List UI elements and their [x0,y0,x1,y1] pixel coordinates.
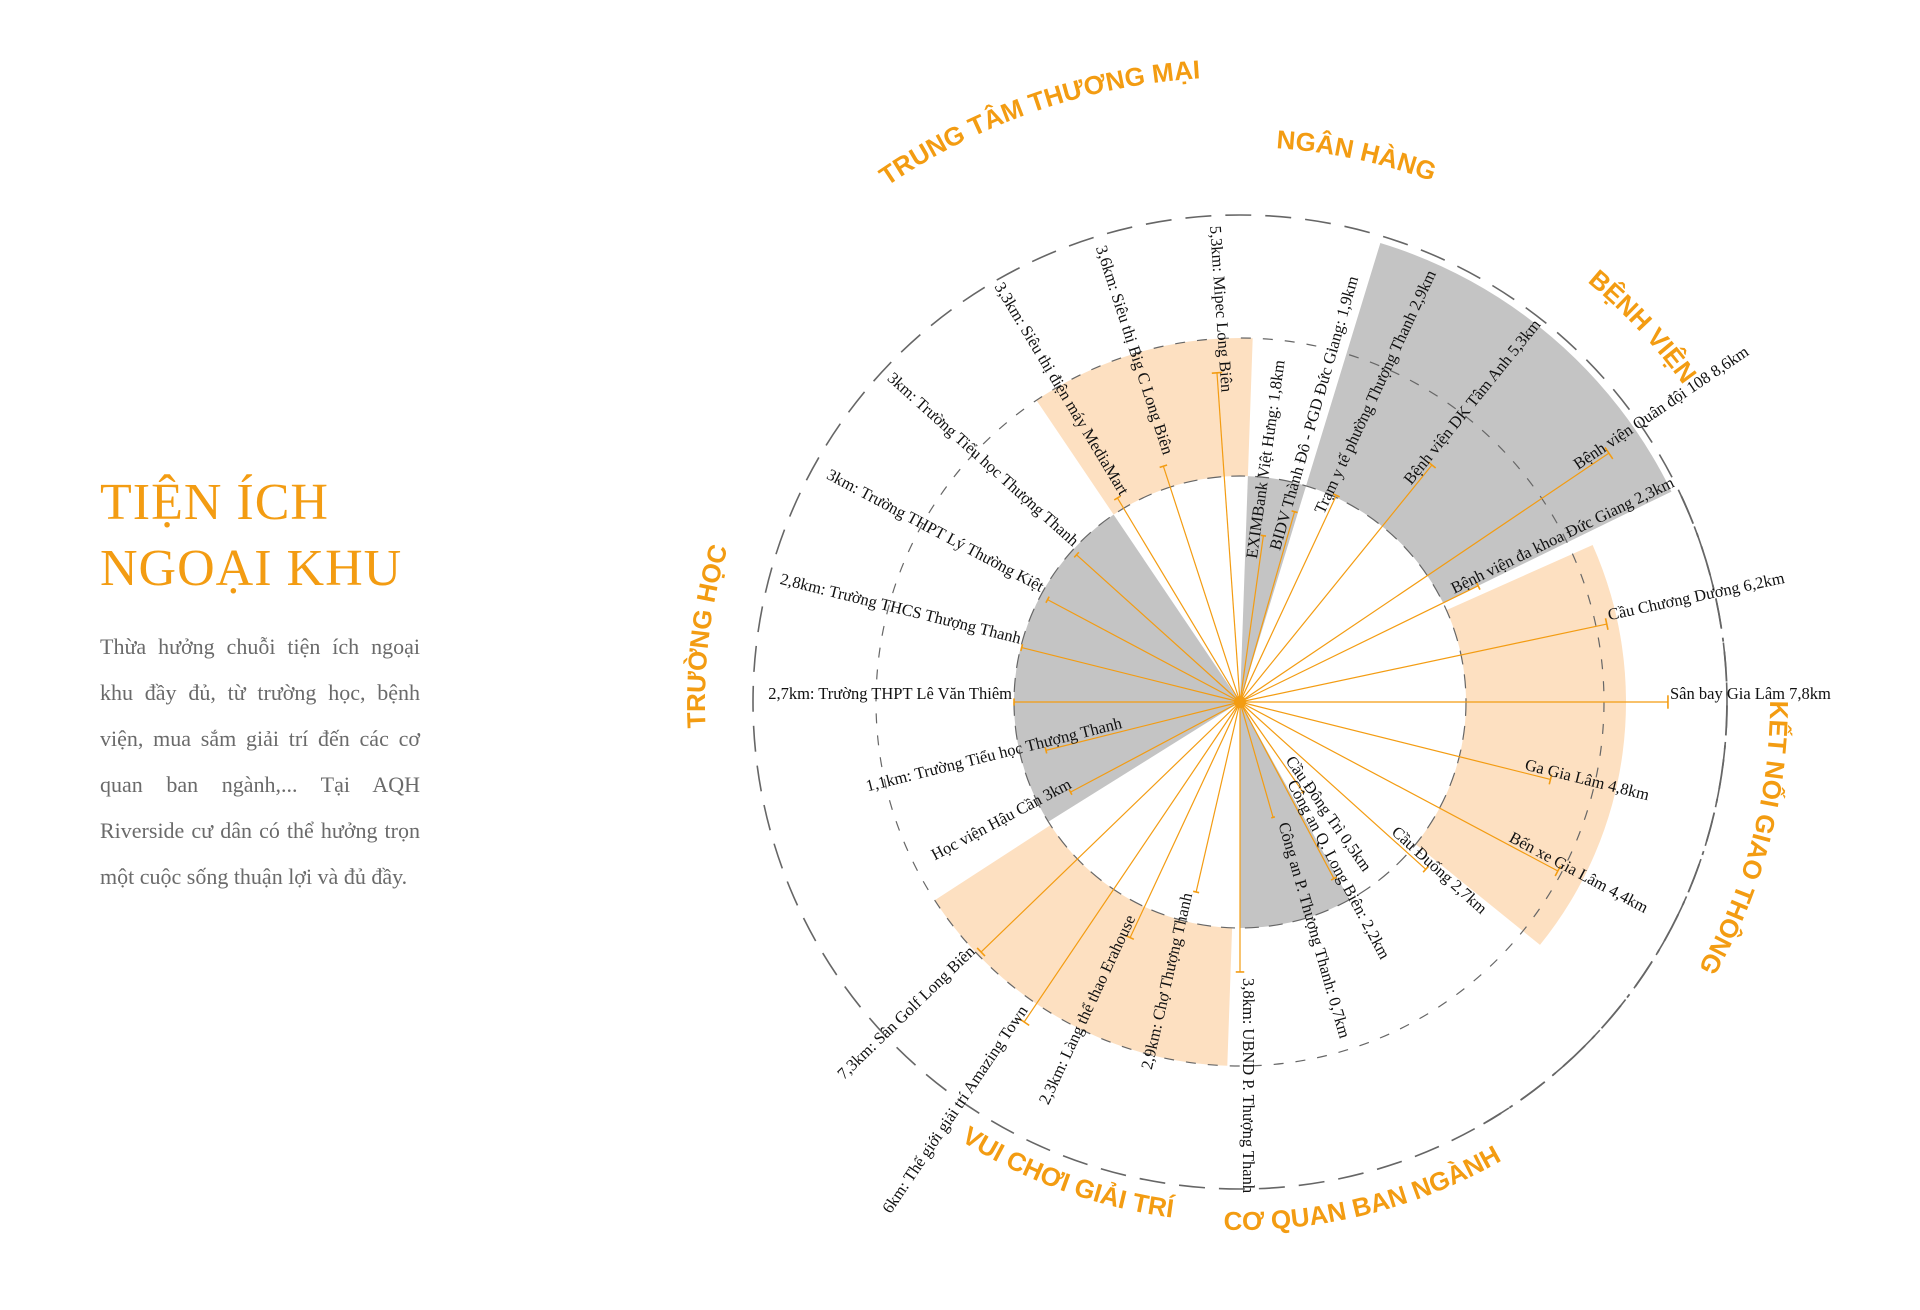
amenity-ray-tick [976,947,986,957]
amenity-ray-tick [1604,446,1614,460]
amenity-ray-tick [1044,747,1048,754]
amenity-ray-tick [1271,816,1276,819]
category-sectors [934,242,1672,1066]
amenity-ray [1162,465,1241,703]
amenity-rays [976,371,1669,1027]
amenity-ray [1239,535,1264,703]
amenity-ray-tick [1068,789,1073,796]
category-label-ngan-hang: NGÂN HÀNG [1276,124,1441,187]
amenity-ray [1239,701,1335,879]
intro-block: TIỆN ÍCH NGOẠI KHU Thừa hưởng chuỗi tiện… [100,470,420,900]
amenity-ray-tick [1126,935,1135,941]
amenity-ray [1239,511,1296,703]
amenity-ray [1239,701,1427,870]
page-title: TIỆN ÍCH NGOẠI KHU [100,470,420,602]
ring-outer [752,214,1728,1190]
amenity-ray-tick [1301,790,1305,794]
amenity-label: 6km: Thế giới giải trí Amazing Town [878,1002,1031,1217]
amenity-ray [1129,701,1241,938]
amenity-ray-tick [1020,643,1024,652]
category-label-vui-choi-giai-tri: VUI CHƠI GIẢI TRÍ [957,1120,1176,1224]
amenity-label: 2,8km: Trường THCS Thượng Thanh [778,569,1024,648]
amenity-ray-tick [1427,461,1437,469]
amenity-ray [1239,701,1304,793]
amenity-ray [1023,701,1241,1023]
amenity-ray-tick [1260,534,1267,537]
amenity-ray-tick [1192,890,1200,894]
amenity-ray-tick [1548,774,1553,785]
amenity-ray [1021,646,1241,703]
amenity-label: 7,3km: Sân Golf Long Biên [833,942,978,1083]
amenity-label: 2,7km: Trường THPT Lê Văn Thiêm [768,684,1012,703]
amenity-ray-tick [1422,865,1429,873]
amenity-ray-tick [1045,596,1050,604]
amenity-ray-tick [1211,371,1223,375]
amenity-ray-tick [1113,495,1122,501]
amenity-label: Sân bay Gia Lâm 7,8km [1670,684,1831,703]
amenity-ray [980,701,1241,953]
amenity-label: Cầu Chương Dương 6,2km [1606,568,1786,624]
amenity-ray [1239,495,1337,703]
sector-benh-vien [1306,242,1672,603]
amenity-ray [1047,599,1241,703]
amenity-ray [1239,464,1433,703]
amenity-ray [1239,701,1559,872]
amenity-ray [1239,585,1479,703]
amenity-ray [1076,554,1241,703]
amenity-ray [1239,701,1274,818]
amenity-ray [1239,452,1610,703]
amenity-ray-tick [1604,618,1609,630]
amenity-ray-tick [1554,865,1562,877]
sector-co-quan-ban-nganh [1240,702,1350,928]
amenity-ray [1239,701,1551,780]
amenity-ray [1070,701,1241,793]
page-title-line2: NGOẠI KHU [100,540,403,597]
sector-ket-noi-giao-thong [1415,544,1626,945]
category-label-truong-hoc: TRƯỜNG HỌC [681,541,734,729]
amenity-ray-tick [1291,510,1298,514]
sector-truong-hoc [1013,514,1240,822]
sector-vui-choi-giai-tri [934,825,1233,1066]
category-label-benh-vien: BỆNH VIỆN [1583,263,1703,388]
amenity-ray-tick [1332,493,1340,498]
category-label-ket-noi-giao-thong: KẾT NỐI GIAO THÔNG [1693,700,1794,980]
page-title-line1: TIỆN ÍCH [100,474,329,531]
amenity-ray-tick [1475,581,1481,590]
amenity-ray [1216,372,1241,703]
amenity-label: 3,8km: UBND P. Thượng Thanh [1239,978,1258,1194]
ring-outer-accent [1483,495,1728,1125]
category-label-trung-tam-thuong-mai: TRUNG TÂM THƯƠNG MẠI [874,54,1201,191]
amenity-ray-tick [1330,876,1338,881]
amenity-ray-tick [1073,551,1080,558]
amenity-ray [1239,623,1607,703]
amenity-ray-tick [1018,1017,1030,1027]
amenity-ray [1116,497,1241,703]
amenity-ray [1195,701,1241,893]
amenity-ray-tick [1159,464,1168,469]
center-point [1234,696,1246,708]
sector-trung-tam-thuong-mai [1036,338,1253,515]
page-description: Thừa hưởng chuỗi tiện ích ngoại khu đầy … [100,634,420,889]
amenity-ray [1045,701,1241,751]
